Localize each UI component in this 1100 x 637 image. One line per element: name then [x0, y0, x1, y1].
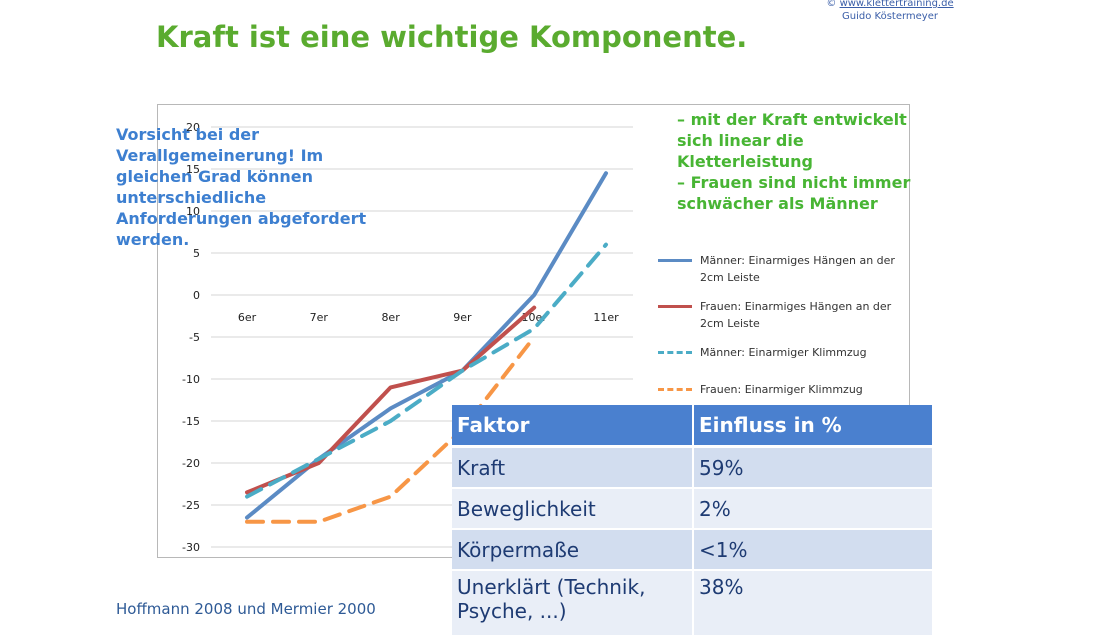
x-tick-label: 11er — [593, 311, 619, 324]
y-tick-label: 10 — [186, 205, 200, 218]
legend-label: Männer: Einarmiges Hängen an der 2cm Lei… — [700, 254, 895, 284]
series-line — [245, 335, 537, 524]
copyright-credit: © www.klettertraining.de Guido Köstermey… — [820, 0, 960, 23]
x-tick-label: 8er — [381, 311, 400, 324]
legend-item: Frauen: Einarmiges Hängen an der 2cm Lei… — [656, 298, 906, 332]
x-tick-label: 9er — [453, 311, 472, 324]
y-tick-label: 5 — [193, 247, 200, 260]
y-tick-label: -30 — [182, 541, 200, 554]
generalization-warning-note: Vorsicht bei der Verallgemeinerung! Im g… — [116, 125, 367, 249]
table-header-row: Faktor Einfluss in % — [452, 405, 932, 448]
y-tick-label: -20 — [182, 457, 200, 470]
column-header: Faktor — [452, 405, 694, 448]
chart-legend: Männer: Einarmiges Hängen an der 2cm Lei… — [656, 252, 906, 410]
legend-label: Frauen: Einarmiges Hängen an der 2cm Lei… — [700, 300, 892, 330]
y-tick-label: -15 — [182, 415, 200, 428]
y-tick-label: -25 — [182, 499, 200, 512]
table-row: Beweglichkeit 2% — [452, 489, 932, 530]
findings-note: – mit der Kraft entwickelt sich linear d… — [677, 109, 917, 214]
legend-swatch — [658, 388, 692, 391]
y-tick-label: 20 — [186, 121, 200, 134]
factor-cell: Beweglichkeit — [452, 489, 694, 530]
influence-cell: 2% — [694, 489, 932, 530]
legend-swatch — [658, 259, 692, 262]
legend-item: Männer: Einarmiger Klimmzug — [656, 344, 906, 361]
table-row: Kraft 59% — [452, 448, 932, 489]
factor-cell: Kraft — [452, 448, 694, 489]
influence-cell: 59% — [694, 448, 932, 489]
legend-item: Männer: Einarmiges Hängen an der 2cm Lei… — [656, 252, 906, 286]
table-row: Unerklärt (Technik, Psyche, ...) 38% — [452, 571, 932, 637]
legend-item: Frauen: Einarmiger Klimmzug — [656, 381, 906, 398]
legend-swatch — [658, 351, 692, 354]
influence-cell: 38% — [694, 571, 932, 637]
legend-label: Frauen: Einarmiger Klimmzug — [700, 383, 863, 396]
influence-cell: <1% — [694, 530, 932, 571]
credit-author: Guido Köstermeyer — [842, 11, 938, 22]
credit-url-link[interactable]: www.klettertraining.de — [839, 0, 954, 9]
y-tick-label: 0 — [193, 289, 200, 302]
finding-linear: – mit der Kraft entwickelt sich linear d… — [677, 110, 907, 171]
source-citation: Hoffmann 2008 und Mermier 2000 — [116, 600, 376, 618]
series-line — [245, 242, 608, 499]
y-tick-label: -5 — [189, 331, 200, 344]
factor-table: Faktor Einfluss in % Kraft 59% Beweglich… — [452, 405, 932, 637]
table-row: Körpermaße <1% — [452, 530, 932, 571]
legend-label: Männer: Einarmiger Klimmzug — [700, 346, 867, 359]
y-tick-label: -10 — [182, 373, 200, 386]
legend-swatch — [658, 305, 692, 308]
finding-women: – Frauen sind nicht immer schwächer als … — [677, 173, 911, 213]
y-tick-label: 15 — [186, 163, 200, 176]
factor-cell: Körpermaße — [452, 530, 694, 571]
copyright-symbol: © — [826, 0, 837, 9]
factor-cell: Unerklärt (Technik, Psyche, ...) — [452, 571, 694, 637]
x-tick-label: 7er — [310, 311, 329, 324]
x-tick-label: 6er — [238, 311, 257, 324]
column-header: Einfluss in % — [694, 405, 932, 448]
slide-title: Kraft ist eine wichtige Komponente. — [156, 20, 748, 54]
